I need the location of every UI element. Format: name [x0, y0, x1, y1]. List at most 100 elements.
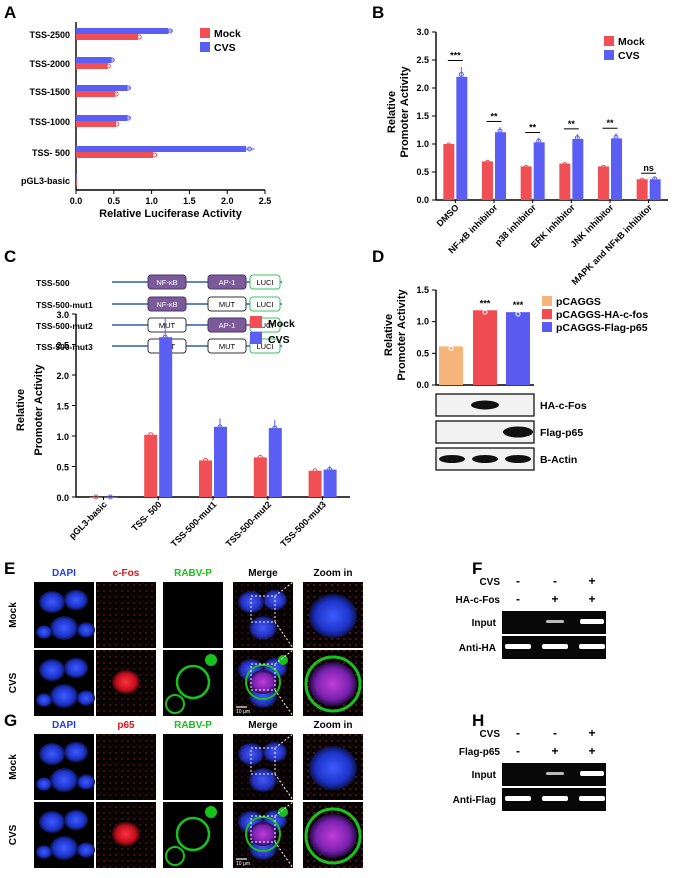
- nucleus: [36, 845, 52, 859]
- legend-label-mock: Mock: [618, 36, 645, 48]
- construct-box: [147, 296, 187, 312]
- construct-box-label: NF-κB: [156, 300, 177, 309]
- red-signal: [96, 582, 156, 648]
- gel-f: CVS HA-c-Fos - - - + + + Input Anti-HA: [456, 574, 606, 659]
- sign: +: [551, 744, 558, 758]
- bar-cvs: [533, 142, 545, 200]
- category-label: TSS-1000: [29, 117, 70, 127]
- red-overlay: [233, 582, 293, 648]
- x-tick-label: 2.5: [259, 196, 272, 206]
- category-label: TSS-1500: [29, 87, 70, 97]
- construct-name: TSS-500-mut1: [36, 300, 93, 310]
- data-point: [574, 135, 580, 141]
- category-label: pGL3-basic: [21, 176, 70, 186]
- chart-d: 0.0 0.5 1.0 1.5 Relative Promoter Activity ***…: [383, 285, 648, 390]
- legend-swatch-cvs: [200, 42, 210, 52]
- green-ring: [165, 694, 185, 714]
- data-point: [485, 159, 490, 165]
- y-tick-label: 1.5: [416, 111, 429, 121]
- column-label: Zoom in: [314, 568, 353, 579]
- significance-label: **: [606, 118, 614, 128]
- column-label: Zoom in: [314, 720, 353, 731]
- y-tick-label: 0.5: [416, 348, 429, 358]
- y-axis-label: Promoter Activity: [33, 363, 45, 455]
- y-tick-label: 0.5: [416, 167, 429, 177]
- y-tick-label: 1.5: [56, 402, 69, 412]
- zoom-nucleus: [309, 814, 357, 858]
- chart-b: 0.0 0.5 1.0 1.5 2.0 2.5 3.0 Relative Promoter Ac…: [386, 27, 668, 287]
- panel-label-f: F: [472, 559, 482, 578]
- bar-mock: [76, 63, 108, 69]
- significance-label: **: [529, 123, 537, 133]
- bar-mock: [308, 470, 322, 497]
- data-point: [448, 345, 454, 351]
- nucleus: [77, 690, 95, 706]
- sign: +: [551, 592, 558, 606]
- data-point: [109, 57, 115, 63]
- bar-cvs: [76, 146, 247, 152]
- blot-label: HA-c-Fos: [540, 400, 587, 412]
- construct-box: [207, 338, 247, 354]
- merge-nucleus: [249, 670, 277, 694]
- bar-cvs: [76, 28, 169, 34]
- y-tick-label: 0.5: [56, 463, 69, 473]
- legend-swatch: [542, 322, 552, 332]
- zoom-line: [274, 841, 294, 869]
- nucleus: [64, 809, 88, 831]
- nucleus: [64, 657, 88, 679]
- green-spot: [205, 806, 217, 818]
- y-tick-label: 0.0: [416, 380, 429, 390]
- bar: [473, 310, 497, 385]
- bar-mock: [443, 144, 455, 200]
- zoom-line: [274, 773, 294, 801]
- legend-swatch-mock: [604, 36, 614, 46]
- microscopy-e: DAPI c-Fos RABV-P Merge Zoom in Mock CVS 10 μm: [8, 568, 363, 717]
- bar-mock: [199, 460, 212, 497]
- bar-cvs: [649, 179, 661, 200]
- merge-nucleus: [249, 822, 277, 846]
- data-point: [482, 309, 488, 315]
- nucleus: [50, 768, 78, 792]
- bar-cvs: [159, 337, 173, 497]
- panel-label-b: B: [372, 3, 384, 22]
- data-point: [639, 177, 645, 183]
- data-point: [497, 128, 503, 134]
- red-overlay: [233, 734, 293, 800]
- bar-mock: [76, 91, 116, 97]
- construct-box-label: MUT: [219, 342, 236, 351]
- legend-swatch-cvs: [250, 332, 262, 344]
- construct-scheme: TSS-500 NF-κB AP-1 LUCI TSS-500-mut1 NF-κB MUT…: [36, 274, 282, 354]
- row-label: Mock: [8, 602, 19, 628]
- legend-label: pCAGGS: [556, 296, 601, 308]
- zoom-line: [274, 689, 294, 717]
- green-ring: [245, 816, 281, 852]
- band: [546, 772, 564, 775]
- western-blot-d: HA-c-Fos Flag-p65 B-Actin: [435, 393, 587, 471]
- band: [580, 619, 604, 624]
- band: [542, 644, 568, 649]
- band: [471, 400, 499, 410]
- data-point: [247, 146, 253, 152]
- scale-bar-label: 10 μm: [236, 709, 250, 715]
- data-point: [136, 34, 142, 40]
- construct-box: [249, 296, 281, 312]
- column-label: c-Fos: [113, 568, 140, 579]
- column-label: RABV-P: [174, 568, 212, 579]
- data-point: [107, 494, 113, 500]
- x-tick-label: 2.0: [221, 196, 234, 206]
- significance-label: ***: [450, 50, 461, 60]
- data-point: [93, 494, 99, 500]
- construct-name: TSS-500-mut2: [36, 321, 93, 331]
- x-tick-label: 0.5: [108, 196, 121, 206]
- bar-cvs: [76, 85, 128, 91]
- zoom-box: [250, 595, 276, 623]
- data-point: [257, 454, 263, 460]
- band: [439, 455, 465, 463]
- green-ring: [175, 816, 211, 852]
- row-label: CVS: [479, 729, 500, 740]
- nucleus: [39, 590, 65, 614]
- x-axis-label: Relative Luciferase Activity: [99, 208, 243, 220]
- row-label: CVS: [479, 577, 500, 588]
- sign: +: [588, 744, 595, 758]
